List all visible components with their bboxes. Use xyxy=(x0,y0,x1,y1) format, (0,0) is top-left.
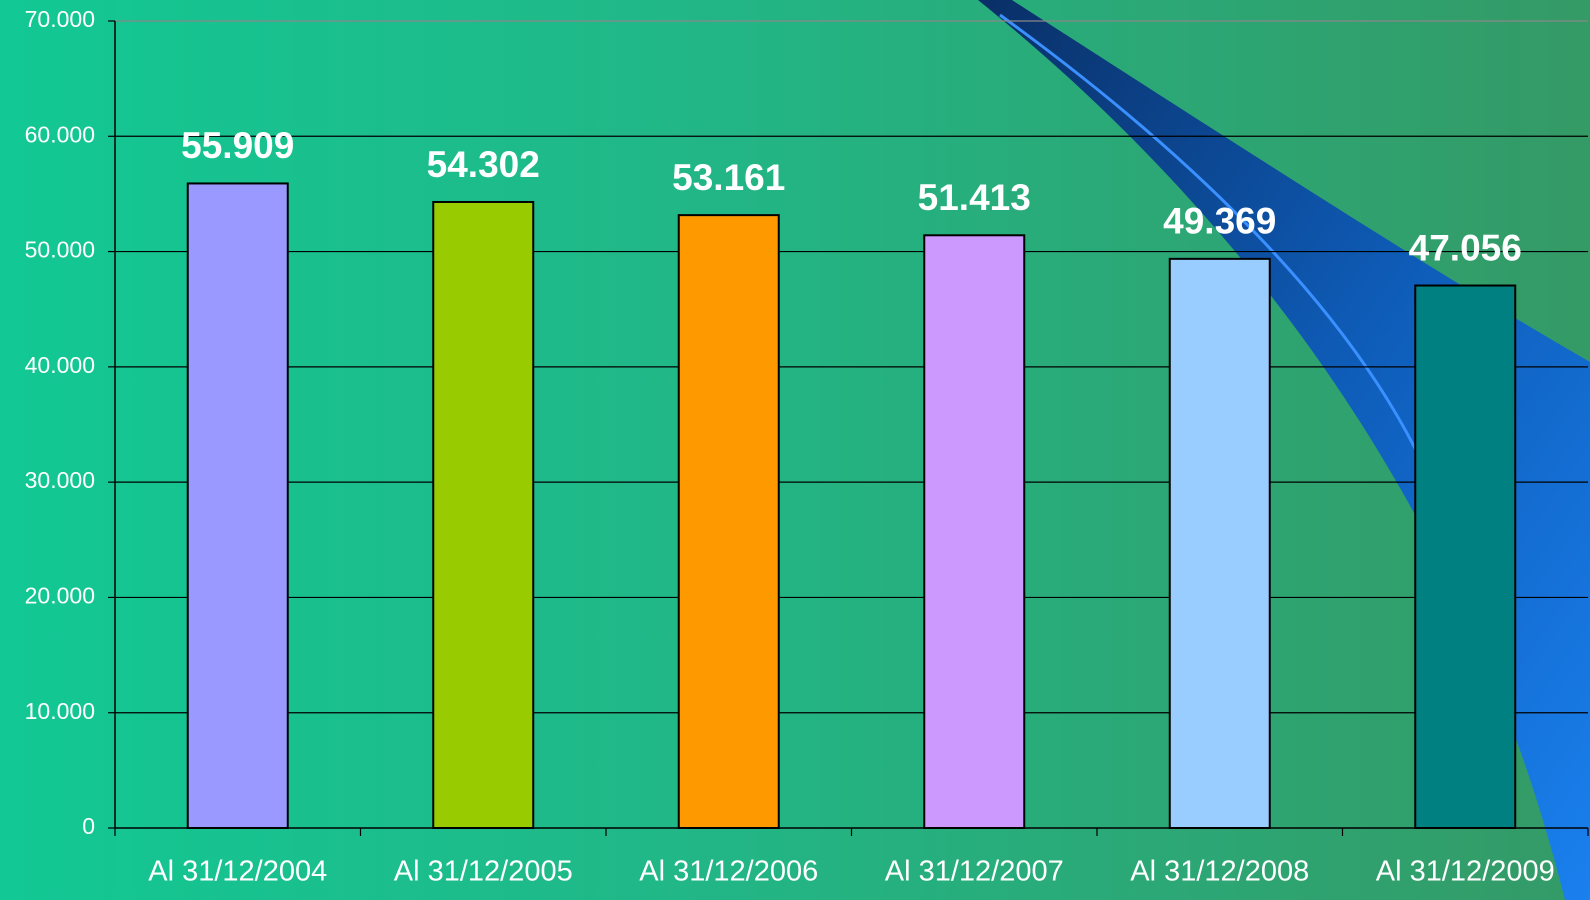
value-label: 51.413 xyxy=(918,177,1031,218)
y-tick-label: 30.000 xyxy=(25,467,95,493)
x-tick-label: Al 31/12/2005 xyxy=(394,856,573,888)
bar xyxy=(1168,257,1271,829)
bar xyxy=(186,182,289,829)
y-tick-label: 10.000 xyxy=(25,698,95,724)
y-tick-label: 20.000 xyxy=(25,583,95,609)
y-tick-label: 50.000 xyxy=(25,237,95,263)
x-tick-label: Al 31/12/2008 xyxy=(1130,856,1309,888)
y-tick-label: 0 xyxy=(82,813,95,839)
value-label: 47.056 xyxy=(1409,227,1522,268)
x-tick-label: Al 31/12/2004 xyxy=(148,856,327,888)
bar xyxy=(923,234,1026,829)
x-tick-label: Al 31/12/2006 xyxy=(639,856,818,888)
value-label: 55.909 xyxy=(181,125,294,166)
swoosh-edge xyxy=(999,13,1432,481)
y-tick-label: 60.000 xyxy=(25,121,95,147)
bar xyxy=(677,214,780,829)
x-tick-label: Al 31/12/2009 xyxy=(1376,856,1555,888)
y-tick-label: 40.000 xyxy=(25,352,95,378)
value-label: 53.161 xyxy=(672,157,785,198)
value-label: 54.302 xyxy=(427,144,540,185)
bar xyxy=(432,200,535,829)
y-tick-label: 70.000 xyxy=(25,6,95,32)
value-label: 49.369 xyxy=(1163,201,1276,242)
x-tick-label: Al 31/12/2007 xyxy=(885,856,1064,888)
plot-area: 0 10.000 20.000 30.000 40.000 50.000 60.000 70.… xyxy=(25,6,1589,888)
bar xyxy=(1414,284,1517,829)
